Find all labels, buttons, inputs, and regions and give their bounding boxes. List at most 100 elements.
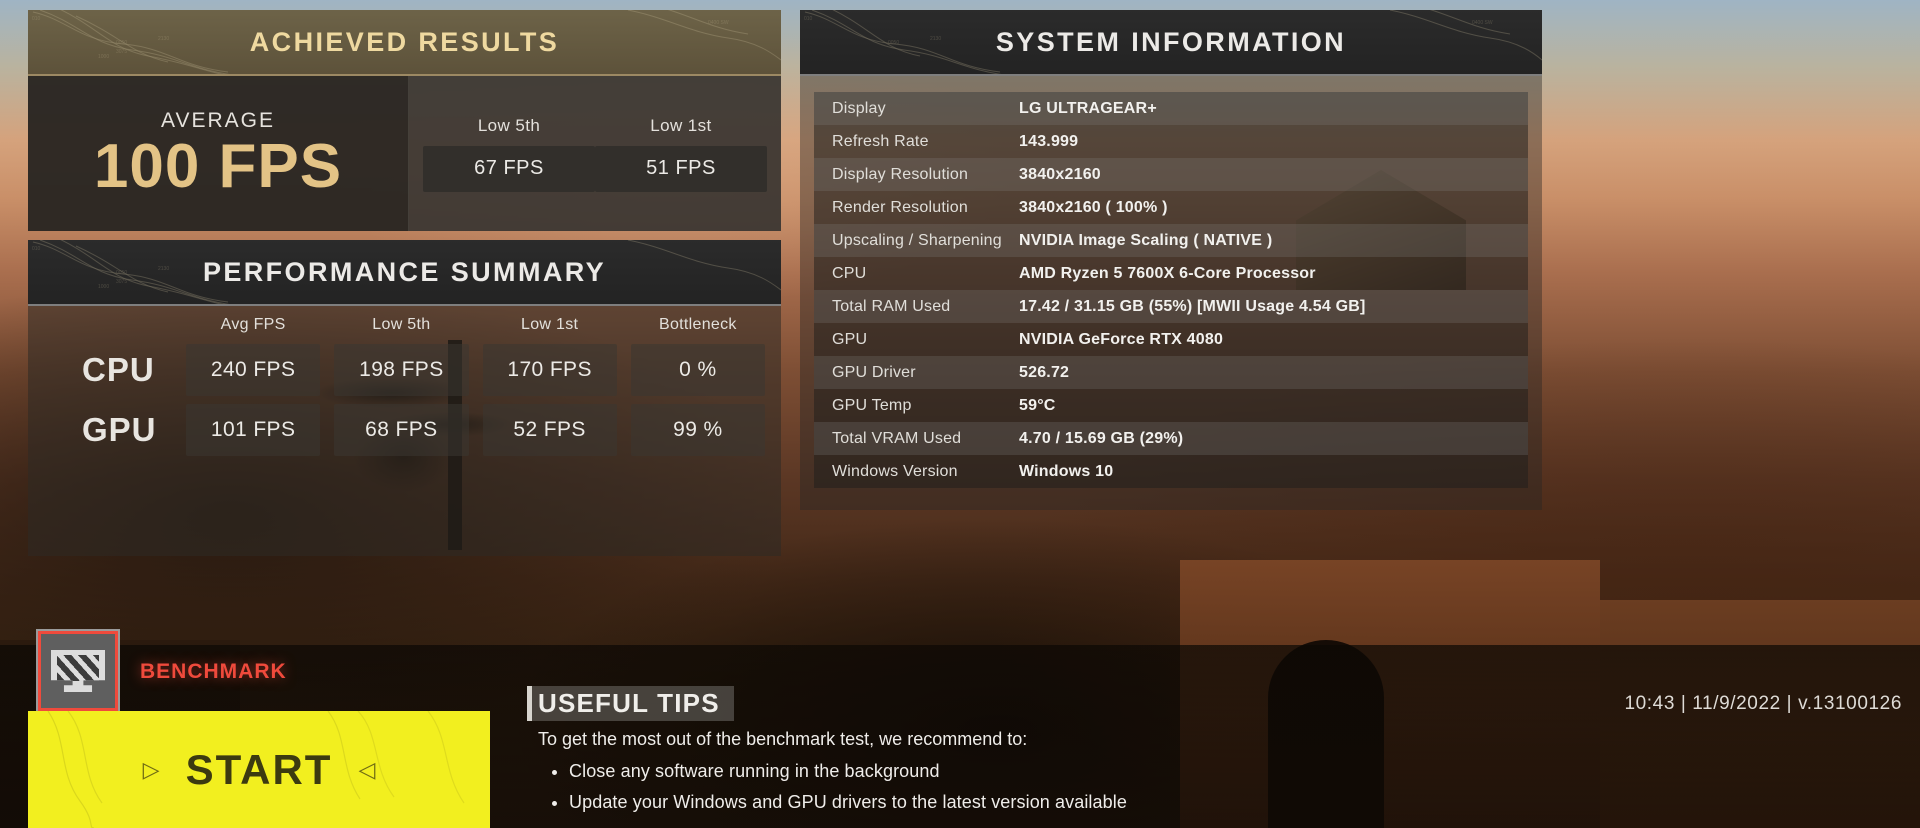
- cpu-low-1st: 170 FPS: [482, 344, 617, 396]
- svg-text:0050: 0050: [888, 40, 899, 46]
- sys-key-display-resolution: Display Resolution: [832, 165, 969, 183]
- column-header-low-1st: Low 1st: [521, 316, 579, 333]
- sys-value-display: LG ULTRAGEAR+: [1019, 99, 1157, 117]
- sys-row-gpu-temp: GPU Temp 59°C: [814, 389, 1528, 422]
- benchmark-label: BENCHMARK: [140, 660, 287, 683]
- achieved-results-title: ACHIEVED RESULTS: [249, 26, 560, 57]
- sys-value-render-resolution: 3840x2160 ( 100% ): [1019, 198, 1168, 216]
- average-value: 100 FPS: [93, 131, 343, 201]
- sys-row-render-resolution: Render Resolution 3840x2160 ( 100% ): [814, 191, 1528, 224]
- system-information-title: SYSTEM INFORMATION: [995, 26, 1347, 57]
- sys-row-cpu: CPU AMD Ryzen 5 7600X 6-Core Processor: [814, 257, 1528, 290]
- sys-value-upscaling: NVIDIA Image Scaling ( NATIVE ): [1019, 231, 1273, 249]
- svg-text:010: 010: [32, 246, 41, 252]
- sys-key-display: Display: [832, 99, 886, 117]
- useful-tips-section: USEFUL TIPS To get the most out of the b…: [527, 686, 1427, 823]
- sys-row-display: Display LG ULTRAGEAR+: [814, 92, 1528, 125]
- sys-value-windows-version: Windows 10: [1019, 462, 1114, 480]
- topographic-decoration-icon: 0050 2130 1000 3075 010 0400 SW: [32, 10, 781, 74]
- cpu-avg-fps: 240 FPS: [186, 344, 321, 396]
- svg-text:3075: 3075: [116, 279, 127, 285]
- sys-value-gpu-temp: 59°C: [1019, 396, 1056, 414]
- benchmark-thumbnail[interactable]: [36, 629, 120, 713]
- low-5th-label: Low 5th: [477, 115, 541, 135]
- gpu-bottleneck: 99 %: [630, 404, 765, 456]
- row-label-gpu: GPU: [82, 411, 157, 448]
- system-information-header: 0050 2130 010 0400 SW SYSTEM INFORMATION: [800, 10, 1542, 76]
- performance-summary-body: Avg FPS Low 5th Low 1st Bottleneck CPU 2…: [28, 306, 781, 556]
- system-information-panel: 0050 2130 010 0400 SW SYSTEM INFORMATION…: [800, 10, 1542, 510]
- average-fps-block: AVERAGE 100 FPS: [28, 76, 409, 231]
- sys-value-refresh-rate: 143.999: [1019, 132, 1079, 150]
- sys-value-display-resolution: 3840x2160: [1019, 165, 1101, 183]
- topographic-decoration-icon: 0050 2130 1000 3075 010: [32, 240, 781, 304]
- sys-key-render-resolution: Render Resolution: [832, 198, 968, 216]
- performance-table: Avg FPS Low 5th Low 1st Bottleneck CPU 2…: [44, 316, 765, 456]
- svg-text:2130: 2130: [930, 36, 941, 42]
- sys-value-total-vram-used: 4.70 / 15.69 GB (29%): [1019, 429, 1184, 447]
- sys-key-total-vram-used: Total VRAM Used: [832, 429, 962, 447]
- achieved-results-panel: 0050 2130 1000 3075 010 0400 SW ACHIEVED…: [28, 10, 781, 231]
- svg-text:2130: 2130: [158, 36, 169, 42]
- topographic-decoration-icon: 0050 2130 010 0400 SW: [804, 10, 1542, 74]
- svg-text:0400 SW: 0400 SW: [708, 20, 729, 26]
- topographic-decoration-icon: [47, 711, 465, 828]
- monitor-screen-stripes-icon: [57, 655, 99, 681]
- useful-tips-title-wrap: USEFUL TIPS: [527, 686, 734, 721]
- low-1st-value: 51 FPS: [595, 145, 767, 192]
- footer-meta: 10:43 | 11/9/2022 | v.13100126: [1624, 693, 1902, 714]
- list-item: Update your Windows and GPU drivers to t…: [569, 792, 1427, 813]
- low-percentile-group: Low 5th 67 FPS Low 1st 51 FPS: [409, 76, 781, 231]
- achieved-results-body: AVERAGE 100 FPS Low 5th 67 FPS Low 1st 5…: [28, 76, 781, 231]
- performance-summary-title: PERFORMANCE SUMMARY: [202, 256, 607, 287]
- cpu-bottleneck: 0 %: [630, 344, 765, 396]
- sys-row-total-vram-used: Total VRAM Used 4.70 / 15.69 GB (29%): [814, 422, 1528, 455]
- sys-key-total-ram-used: Total RAM Used: [832, 297, 951, 315]
- sys-key-gpu-temp: GPU Temp: [832, 396, 912, 414]
- sys-value-cpu: AMD Ryzen 5 7600X 6-Core Processor: [1019, 264, 1316, 282]
- start-arrow-left-icon: ▷: [142, 756, 160, 782]
- sys-key-refresh-rate: Refresh Rate: [832, 132, 929, 150]
- svg-text:0050: 0050: [116, 40, 127, 46]
- svg-text:1000: 1000: [98, 54, 109, 60]
- svg-text:010: 010: [32, 16, 41, 22]
- performance-summary-panel: 0050 2130 1000 3075 010 PERFORMANCE SUMM…: [28, 240, 781, 556]
- performance-summary-header: 0050 2130 1000 3075 010 PERFORMANCE SUMM…: [28, 240, 781, 306]
- sys-row-display-resolution: Display Resolution 3840x2160: [814, 158, 1528, 191]
- start-button[interactable]: ▷ START ◁: [28, 711, 490, 828]
- column-header-bottleneck: Bottleneck: [659, 316, 737, 333]
- sys-row-gpu: GPU NVIDIA GeForce RTX 4080: [814, 323, 1528, 356]
- svg-text:0050: 0050: [116, 270, 127, 276]
- sys-row-gpu-driver: GPU Driver 526.72: [814, 356, 1528, 389]
- svg-text:2130: 2130: [158, 266, 169, 272]
- sys-key-upscaling: Upscaling / Sharpening: [832, 231, 1002, 249]
- sys-key-gpu-driver: GPU Driver: [832, 363, 916, 381]
- sys-value-gpu-driver: 526.72: [1019, 363, 1070, 381]
- sys-key-cpu: CPU: [832, 264, 867, 282]
- low-1st-cell: Low 1st 51 FPS: [595, 116, 767, 192]
- start-button-label: START: [185, 745, 333, 793]
- column-header-low-5th: Low 5th: [372, 316, 431, 333]
- sys-value-total-ram-used: 17.42 / 31.15 GB (55%) [MWII Usage 4.54 …: [1019, 297, 1366, 315]
- gpu-low-5th: 68 FPS: [334, 404, 469, 456]
- useful-tips-list: Close any software running in the backgr…: [527, 761, 1427, 813]
- sys-row-refresh-rate: Refresh Rate 143.999: [814, 125, 1528, 158]
- gpu-avg-fps: 101 FPS: [186, 404, 321, 456]
- cpu-low-5th: 198 FPS: [334, 344, 469, 396]
- row-label-cpu: CPU: [82, 351, 155, 388]
- svg-text:010: 010: [804, 16, 813, 22]
- gpu-low-1st: 52 FPS: [482, 404, 617, 456]
- average-label: AVERAGE: [161, 108, 275, 132]
- sys-row-windows-version: Windows Version Windows 10: [814, 455, 1528, 488]
- start-arrow-right-icon: ◁: [358, 756, 376, 782]
- svg-text:1000: 1000: [98, 284, 109, 290]
- system-information-body: Display LG ULTRAGEAR+ Refresh Rate 143.999…: [800, 76, 1542, 510]
- svg-text:3075: 3075: [116, 49, 127, 55]
- svg-text:0400 SW: 0400 SW: [1472, 20, 1493, 26]
- sys-value-gpu: NVIDIA GeForce RTX 4080: [1019, 330, 1224, 348]
- low-1st-label: Low 1st: [650, 115, 712, 135]
- sys-key-windows-version: Windows Version: [832, 462, 958, 480]
- monitor-benchmark-icon: [51, 650, 105, 692]
- sys-row-upscaling: Upscaling / Sharpening NVIDIA Image Scali…: [814, 224, 1528, 257]
